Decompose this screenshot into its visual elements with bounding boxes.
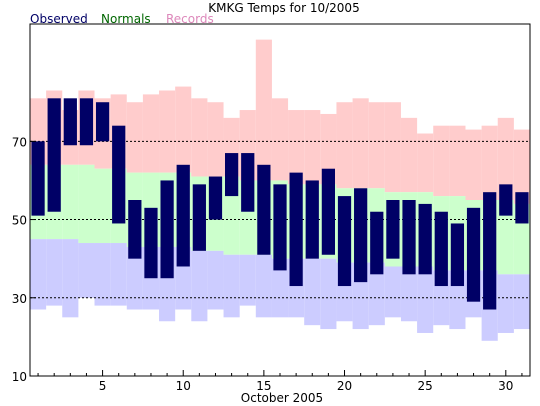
record-high-band [384, 102, 401, 193]
observed-bar [418, 203, 432, 275]
record-low-band [94, 243, 111, 306]
normal-band [78, 164, 95, 244]
observed-bar [112, 125, 126, 224]
x-tick-label: 5 [99, 379, 107, 393]
record-low-band [110, 243, 127, 306]
record-high-band [481, 125, 498, 200]
record-high-band [207, 102, 224, 177]
record-high-band [336, 102, 353, 189]
record-low-band [497, 274, 514, 333]
record-low-band [78, 243, 95, 298]
record-low-band [126, 246, 143, 310]
observed-bar [305, 180, 319, 259]
y-tick-label: 70 [12, 135, 27, 149]
x-axis-label: October 2005 [241, 391, 323, 405]
record-high-band [271, 98, 289, 181]
record-high-band [400, 117, 418, 193]
record-high-band [513, 129, 530, 204]
observed-bar [176, 164, 190, 267]
observed-bar [386, 200, 400, 259]
record-high-band [191, 98, 208, 177]
observed-bar [128, 200, 142, 259]
record-low-band [239, 254, 256, 306]
observed-bar [450, 223, 465, 287]
record-high-band [449, 125, 466, 197]
record-high-band [126, 102, 143, 173]
normal-band [94, 168, 111, 244]
record-high-band [288, 110, 305, 185]
chart-title: KMKG Temps for 10/2005 [208, 1, 359, 15]
record-low-band [271, 258, 289, 318]
observed-bar [434, 211, 448, 287]
observed-bar [370, 211, 384, 275]
observed-bar [499, 184, 513, 216]
x-tick-label: 25 [418, 379, 433, 393]
observed-bar [466, 207, 481, 302]
observed-bar [321, 168, 335, 255]
record-low-band [304, 258, 321, 326]
x-tick-label: 10 [176, 379, 191, 393]
record-high-band [255, 39, 272, 181]
x-tick-label: 15 [256, 379, 271, 393]
observed-bar [47, 98, 61, 212]
observed-bar [337, 196, 352, 287]
observed-bar [483, 192, 497, 310]
observed-bar [241, 153, 255, 212]
axis-tick-layer: 5 10 15 20 25 30 10 30 50 70 [12, 135, 523, 393]
record-low-band [62, 239, 79, 318]
record-high-band [320, 113, 337, 185]
x-tick-label: 30 [498, 379, 513, 393]
record-high-band [142, 94, 160, 173]
observed-bar [144, 207, 158, 279]
record-high-band [159, 90, 176, 173]
observed-bar [289, 172, 303, 287]
record-low-band [46, 239, 63, 306]
observed-bar [208, 176, 223, 220]
record-low-band [400, 266, 418, 322]
y-tick-label: 30 [12, 292, 27, 306]
observed-bar [63, 98, 77, 146]
observed-bar [354, 188, 368, 283]
record-low-band [191, 250, 208, 322]
record-low-band [384, 266, 401, 318]
y-tick-label: 10 [12, 370, 27, 384]
observed-bar [273, 184, 287, 271]
observed-bar [79, 98, 94, 146]
observed-bar [160, 180, 174, 279]
record-high-band [352, 98, 369, 189]
observed-bar-layer [31, 98, 529, 310]
y-tick-label: 50 [12, 214, 27, 228]
record-high-band [417, 133, 434, 193]
normal-band [497, 200, 514, 275]
record-high-band [175, 86, 192, 173]
normal-band [62, 164, 79, 240]
observed-bar [95, 102, 110, 142]
record-low-band [417, 266, 434, 333]
record-high-band [368, 102, 385, 189]
record-low-band [255, 254, 272, 318]
normal-band [223, 176, 240, 255]
observed-bar [257, 164, 271, 255]
record-low-band [513, 274, 530, 330]
record-high-band [433, 125, 450, 197]
record-low-band [368, 262, 385, 326]
observed-bar [402, 200, 416, 275]
record-low-band [207, 250, 224, 310]
x-tick-label: 20 [337, 379, 352, 393]
record-high-band [497, 117, 514, 200]
record-high-band [304, 110, 321, 185]
observed-bar [225, 153, 239, 197]
observed-bar [515, 192, 529, 224]
legend-observed: Observed [30, 12, 88, 26]
record-low-band [30, 239, 47, 310]
observed-bar [192, 184, 206, 251]
observed-bar [31, 141, 45, 216]
record-low-band [320, 258, 337, 330]
record-high-band [465, 129, 482, 200]
legend-normals: Normals [101, 12, 151, 26]
legend-records: Records [166, 12, 214, 26]
record-low-band [223, 254, 240, 318]
